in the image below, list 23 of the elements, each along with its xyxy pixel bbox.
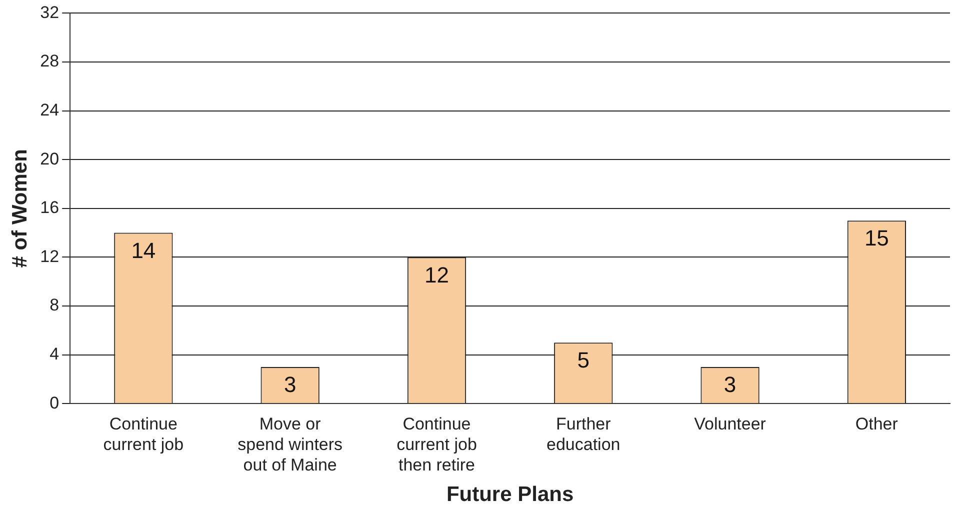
data-label: 14 bbox=[131, 238, 156, 263]
x-tick-label: Continue current job bbox=[103, 414, 184, 454]
y-tick-label: 12 bbox=[40, 246, 60, 266]
x-tick-label: Other bbox=[855, 414, 898, 434]
y-tick-label: 20 bbox=[40, 149, 60, 168]
x-tick-label: Move or spend winters out of Maine bbox=[238, 414, 343, 474]
y-tick-label: 8 bbox=[50, 296, 60, 315]
y-tick-label: 24 bbox=[40, 100, 60, 120]
data-label: 5 bbox=[577, 348, 590, 373]
y-tick-label: 16 bbox=[40, 198, 60, 218]
x-tick-label: Further education bbox=[546, 414, 620, 454]
y-axis-title: # of Women bbox=[8, 149, 32, 268]
y-tick-label: 4 bbox=[50, 344, 60, 364]
x-axis-title: Future Plans bbox=[446, 483, 574, 506]
x-tick-label: Continue current job then retire bbox=[396, 414, 477, 474]
data-label: 3 bbox=[724, 372, 736, 398]
y-tick-label: 0 bbox=[50, 393, 60, 412]
x-tick-label: Volunteer bbox=[694, 414, 766, 434]
y-tick-label: 28 bbox=[40, 52, 60, 71]
data-label: 12 bbox=[424, 262, 449, 288]
y-tick-label: 32 bbox=[40, 2, 60, 22]
data-label: 3 bbox=[284, 372, 296, 398]
data-label: 15 bbox=[864, 226, 889, 251]
